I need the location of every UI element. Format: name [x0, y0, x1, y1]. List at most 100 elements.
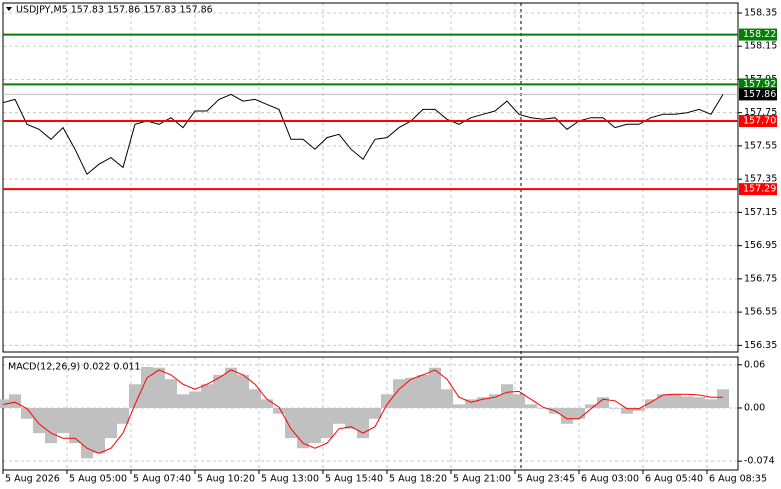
macd-bar — [441, 389, 453, 408]
macd-bar — [537, 407, 549, 409]
macd-bar — [453, 404, 465, 408]
macd-bar — [717, 389, 729, 408]
macd-bar — [429, 367, 441, 408]
y-tick-label: 157.15 — [744, 207, 777, 218]
macd-bar — [657, 394, 669, 408]
macd-bar — [645, 399, 657, 408]
macd-bar — [273, 407, 285, 414]
macd-bar — [129, 384, 141, 408]
macd-bar — [213, 374, 225, 408]
macd-bar — [141, 366, 153, 408]
macd-bar — [693, 397, 705, 408]
macd-bar — [501, 384, 513, 408]
macd-bar — [201, 384, 213, 408]
macd-bar — [381, 394, 393, 408]
macd-bar — [249, 389, 261, 408]
grid-layer — [2, 3, 738, 470]
last-price-box — [739, 88, 777, 101]
macd-bar — [93, 407, 105, 454]
macd-bar — [237, 374, 249, 408]
macd-bar — [477, 397, 489, 408]
x-tick-label: 5 Aug 05:00 — [69, 474, 127, 485]
chart-title: USDJPY,M5 157.83 157.86 157.83 157.86 — [16, 5, 213, 16]
x-tick-label: 5 Aug 21:00 — [453, 474, 511, 485]
y-tick-label: 0.06 — [744, 359, 765, 370]
macd-bar — [285, 407, 297, 439]
macd-bar — [321, 407, 333, 439]
y-tick-label: 156.55 — [744, 307, 777, 318]
signal-line — [2, 369, 723, 454]
macd-bar — [261, 399, 273, 408]
y-tick-label: 156.95 — [744, 240, 777, 251]
macd-bar — [489, 394, 501, 408]
y-tick-label: 0.00 — [744, 402, 765, 413]
level-label: 157.70 — [743, 115, 776, 126]
level-label: 158.22 — [743, 29, 776, 40]
x-tick-label: 5 Aug 15:40 — [325, 474, 383, 485]
level-label: 157.29 — [743, 184, 776, 195]
price-line — [2, 93, 724, 175]
macd-bar — [465, 399, 477, 408]
macd-bar — [681, 396, 693, 408]
macd-bar — [405, 377, 417, 408]
macd-bar — [105, 407, 117, 439]
macd-bar — [621, 407, 633, 414]
x-tick-label: 6 Aug 05:40 — [645, 474, 703, 485]
macd-bar — [21, 407, 33, 419]
macd-bar — [585, 404, 597, 408]
macd-bar — [153, 367, 165, 408]
macd-bar — [561, 407, 573, 424]
y-tick-label: 156.75 — [744, 273, 777, 284]
macd-bar — [417, 374, 429, 408]
macd-bar — [9, 394, 21, 408]
macd-bar — [57, 407, 69, 434]
y-tick-label: 158.35 — [744, 7, 777, 18]
x-tick-label: 5 Aug 07:40 — [133, 474, 191, 485]
y-tick-label: 156.35 — [744, 340, 777, 351]
x-tick-label: 5 Aug 18:20 — [389, 474, 447, 485]
level-label-box — [739, 78, 777, 91]
level-label-box — [739, 28, 777, 41]
y-tick-label: -0.074 — [744, 456, 775, 467]
y-tick-label: 158.15 — [744, 41, 777, 52]
macd-frame — [2, 356, 739, 471]
macd-bar — [333, 407, 345, 424]
macd-bar — [225, 367, 237, 408]
macd-bar — [297, 407, 309, 449]
level-label-box — [739, 114, 777, 127]
last-price-label: 157.86 — [743, 89, 776, 100]
price-frame — [2, 2, 739, 353]
macd-bar — [597, 397, 609, 408]
macd-bar — [117, 407, 129, 424]
macd-bar — [573, 407, 585, 419]
x-tick-label: 5 Aug 13:00 — [261, 474, 319, 485]
macd-bar — [525, 404, 537, 408]
macd-bar — [669, 394, 681, 408]
x-tick-label: 6 Aug 03:00 — [581, 474, 639, 485]
level-label-box — [739, 183, 777, 196]
macd-bar — [609, 407, 621, 409]
y-tick-label: 157.55 — [744, 140, 777, 151]
macd-bar — [513, 394, 525, 408]
macd-title: MACD(12,26,9) 0.022 0.011 — [8, 362, 141, 373]
x-tick-label: 5 Aug 2026 — [5, 474, 60, 485]
macd-bar — [45, 407, 57, 444]
macd-bar — [633, 407, 645, 411]
macd-bar — [705, 399, 717, 408]
y-tick-label: 157.35 — [744, 174, 777, 185]
macd-bar — [357, 407, 369, 439]
title-marker — [6, 7, 12, 11]
macd-bar — [69, 407, 81, 444]
macd-bar — [393, 379, 405, 408]
x-tick-label: 5 Aug 23:45 — [517, 474, 575, 485]
macd-bar — [309, 407, 321, 444]
macd-bar — [81, 407, 93, 459]
macd-bar — [33, 407, 45, 434]
macd-bar — [165, 379, 177, 408]
macd-bar — [345, 407, 357, 429]
y-tick-label: 157.75 — [744, 107, 777, 118]
x-tick-label: 5 Aug 10:20 — [197, 474, 255, 485]
macd-bar — [369, 407, 381, 419]
macd-bar — [177, 394, 189, 408]
